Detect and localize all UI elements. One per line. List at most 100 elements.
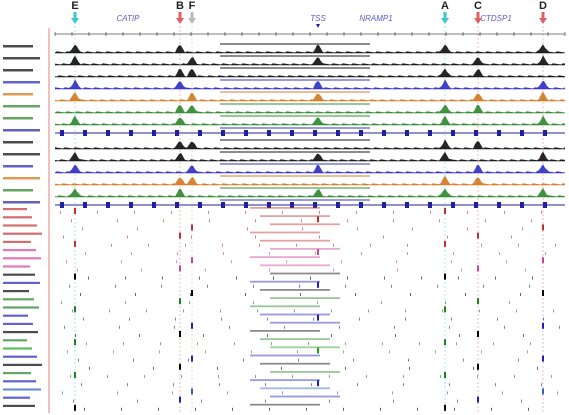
track-label-stub: [3, 81, 40, 84]
feature-peak: [542, 355, 544, 362]
feature-tick: [135, 293, 136, 296]
feature-tick: [530, 342, 531, 346]
feature-peak: [444, 306, 446, 313]
exon: [474, 130, 478, 136]
feature-peak: [74, 404, 76, 411]
feature-tick: [347, 276, 348, 280]
feature-peak: [477, 265, 479, 272]
feature-tick: [331, 309, 332, 313]
track-caption-stub: [270, 248, 340, 250]
feature-peak: [444, 240, 446, 247]
feature-tick: [127, 235, 128, 239]
feature-tick: [456, 342, 457, 346]
feature-tick: [395, 334, 396, 337]
track-label-stub: [3, 240, 31, 243]
feature-tick: [459, 334, 460, 337]
feature-tick: [121, 260, 122, 264]
feature-tick: [310, 276, 311, 280]
exon: [198, 130, 202, 136]
feature-tick: [393, 219, 394, 223]
feature-tick: [60, 211, 61, 214]
feature-tick: [172, 391, 173, 395]
exon: [313, 202, 317, 208]
feature-tick: [419, 342, 420, 346]
feature-tick: [520, 293, 521, 296]
feature-tick: [229, 325, 230, 329]
feature-tick: [383, 235, 384, 239]
feature-tick: [499, 252, 500, 255]
feature-tick: [127, 383, 128, 387]
feature-tick: [557, 391, 558, 395]
track-caption-stub: [270, 272, 340, 275]
feature-tick: [339, 325, 340, 329]
feature-tick: [504, 211, 505, 214]
feature-peak: [542, 257, 544, 264]
feature-peak: [317, 216, 319, 223]
feature-tick: [467, 227, 468, 231]
feature-tick: [493, 342, 494, 346]
feature-tick: [197, 342, 198, 346]
feature-tick: [491, 407, 492, 411]
feature-tick: [134, 211, 135, 214]
feature-tick: [203, 334, 204, 337]
feature-peak: [179, 396, 181, 403]
feature-tick: [541, 383, 542, 387]
feature-tick: [265, 399, 266, 403]
track-label-stub: [3, 165, 33, 168]
feature-tick: [481, 243, 482, 247]
feature-tick: [131, 252, 132, 255]
feature-tick: [255, 219, 256, 223]
exon: [543, 130, 547, 136]
feature-tick: [245, 211, 246, 214]
feature-peak: [444, 339, 446, 346]
feature-tick: [555, 243, 556, 247]
exon: [175, 130, 179, 136]
feature-peak: [444, 372, 446, 378]
marker-label: C: [474, 0, 482, 12]
feature-tick: [403, 383, 404, 387]
feature-tick: [205, 268, 206, 272]
feature-tick: [439, 219, 440, 223]
feature-tick: [532, 276, 533, 280]
track-label-stub: [3, 281, 40, 284]
feature-tick: [185, 243, 186, 247]
feature-tick: [227, 391, 228, 395]
track-label-stub: [3, 249, 36, 252]
track-label-stub: [3, 347, 32, 350]
track-label-stub: [3, 201, 40, 204]
feature-tick: [345, 342, 346, 346]
marker-arrow: [474, 12, 482, 24]
feature-tick: [269, 407, 270, 411]
track-label-stub: [3, 93, 33, 96]
track-label-stub: [3, 396, 30, 399]
feature-tick: [75, 334, 76, 337]
track-caption-stub: [250, 354, 320, 357]
feature-tick: [146, 309, 147, 313]
feature-tick: [347, 219, 348, 223]
feature-tick: [171, 211, 172, 214]
feature-tick: [125, 276, 126, 280]
feature-tick: [273, 276, 274, 280]
feature-tick: [269, 252, 270, 255]
exon: [382, 202, 386, 208]
feature-tick: [545, 252, 546, 255]
exon: [543, 202, 547, 208]
feature-tick: [298, 358, 299, 362]
feature-tick: [139, 334, 140, 337]
feature-peak: [179, 331, 181, 337]
exon: [129, 130, 133, 136]
marker-arrow: [176, 12, 184, 24]
feature-tick: [543, 317, 544, 321]
signal: [55, 44, 565, 53]
feature-tick: [405, 309, 406, 313]
track-label-stub: [3, 290, 29, 293]
feature-tick: [71, 219, 72, 223]
track-caption-stub: [260, 387, 330, 390]
feature-tick: [457, 399, 458, 403]
feature-tick: [232, 407, 233, 411]
track-label-stub: [3, 331, 38, 334]
feature-tick: [523, 334, 524, 337]
feature-tick: [361, 252, 362, 255]
feature-tick: [412, 227, 413, 231]
